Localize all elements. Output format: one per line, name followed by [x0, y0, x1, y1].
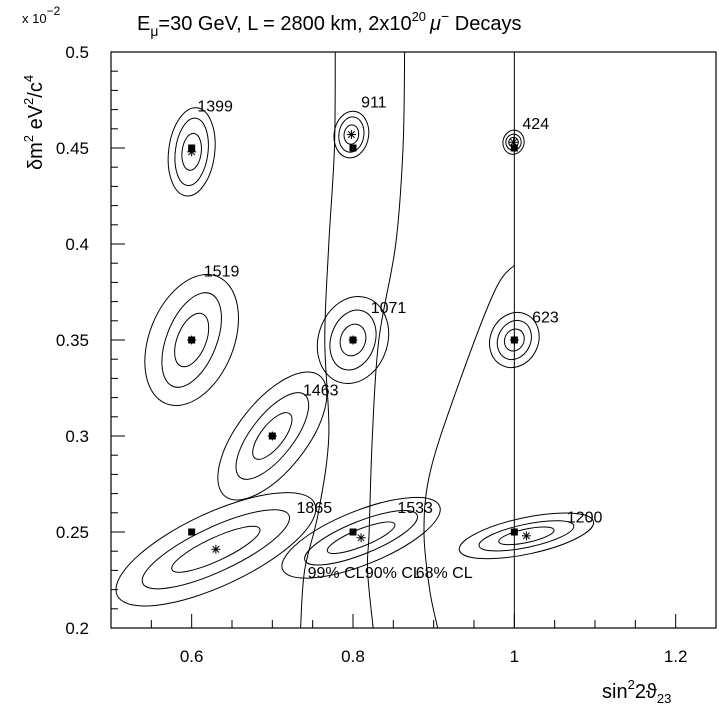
contour-68 [498, 526, 555, 546]
contour-68 [181, 132, 202, 171]
fit-star-marker [187, 335, 197, 345]
contour-68 [339, 323, 367, 357]
event-count-label: 1533 [397, 500, 433, 517]
contour-99 [115, 492, 317, 607]
contour-90 [496, 319, 532, 361]
fit-contours [115, 107, 595, 607]
event-count-label: 1463 [303, 383, 339, 400]
cl-label: 68% CL [416, 565, 473, 582]
plot-frame [110, 51, 717, 629]
event-count-label: 1200 [567, 509, 603, 526]
annotations: 1399 911 424 1519 1071 623 1463 1865 1533 1200 99%… [197, 95, 602, 582]
y-axis-multiplier: x 10−2 [22, 4, 61, 26]
contour-99 [502, 129, 525, 155]
chart-title: Eμ=30 GeV, L = 2800 km, 2x1020 μ− Decays [137, 8, 521, 39]
true-point-marker [510, 144, 518, 152]
event-count-label: 1519 [204, 264, 240, 281]
contour-99 [167, 107, 216, 197]
fit-star-marker [346, 130, 356, 140]
cl-label: 90% CL [365, 565, 422, 582]
fit-star-marker [509, 335, 519, 345]
contour-68 [343, 124, 360, 145]
event-count-label: 1071 [371, 300, 407, 317]
contour-68 [171, 525, 261, 573]
fit-star-marker [509, 137, 519, 147]
fit-star-marker [356, 533, 366, 543]
contour-68 [174, 312, 210, 368]
event-count-label: 623 [532, 310, 559, 327]
fit-star-marker [267, 431, 277, 441]
y-tick-label: 0.3 [65, 427, 89, 446]
contour-99 [316, 295, 390, 385]
contour-90 [304, 510, 418, 566]
true-point-marker [188, 528, 196, 536]
x-tick-label: 0.6 [180, 647, 204, 666]
contour-99 [489, 311, 540, 369]
y-tick-label: 0.4 [65, 235, 89, 254]
true-point-marker [349, 528, 357, 536]
fit-star-marker [187, 147, 197, 157]
contour-99 [333, 110, 370, 159]
y-tick-label: 0.5 [65, 43, 89, 62]
true-point-marker [349, 144, 357, 152]
fit-star-marker [348, 335, 358, 345]
y-tick-label: 0.35 [56, 331, 89, 350]
contour-68 [326, 521, 396, 555]
fit-star-marker [211, 544, 221, 554]
y-tick-label: 0.2 [65, 619, 89, 638]
contour-90 [174, 117, 209, 187]
x-axis-label: sin22ϑ23 [602, 677, 671, 706]
y-tick-label: 0.45 [56, 139, 89, 158]
boundary-curves [300, 52, 515, 628]
true-point-marker [510, 528, 518, 536]
axis-ticks [111, 51, 717, 629]
event-count-label: 1399 [197, 99, 233, 116]
x-tick-label: 1 [510, 647, 519, 666]
contour-99 [217, 371, 328, 501]
contour-90 [478, 520, 575, 552]
fit-star-marker [521, 531, 531, 541]
event-count-label: 911 [361, 95, 387, 112]
x-tick-label: 0.8 [341, 647, 365, 666]
contour-90 [329, 309, 377, 371]
axis-tick-labels: 0.6 0.8 1 1.2 0.2 0.25 0.3 0.35 0.4 0.45 0.5 [56, 43, 688, 666]
cl-label: 99% CL [308, 565, 365, 582]
contour-99 [144, 273, 240, 407]
y-tick-label: 0.25 [56, 523, 89, 542]
curve-68 [423, 264, 515, 628]
contour-68 [503, 328, 525, 352]
event-count-label: 1865 [297, 500, 333, 517]
contour-90 [235, 392, 310, 480]
event-count-label: 424 [522, 116, 549, 133]
contour-90 [141, 509, 291, 590]
x-tick-label: 1.2 [664, 647, 688, 666]
contour-90 [338, 116, 365, 153]
contour-90 [161, 292, 222, 388]
contour-68 [252, 412, 293, 460]
contour-99 [458, 512, 595, 560]
curve-99 [300, 52, 336, 628]
y-axis-label: δm2 eV2/c4 [21, 75, 47, 170]
contour-99 [281, 496, 441, 579]
